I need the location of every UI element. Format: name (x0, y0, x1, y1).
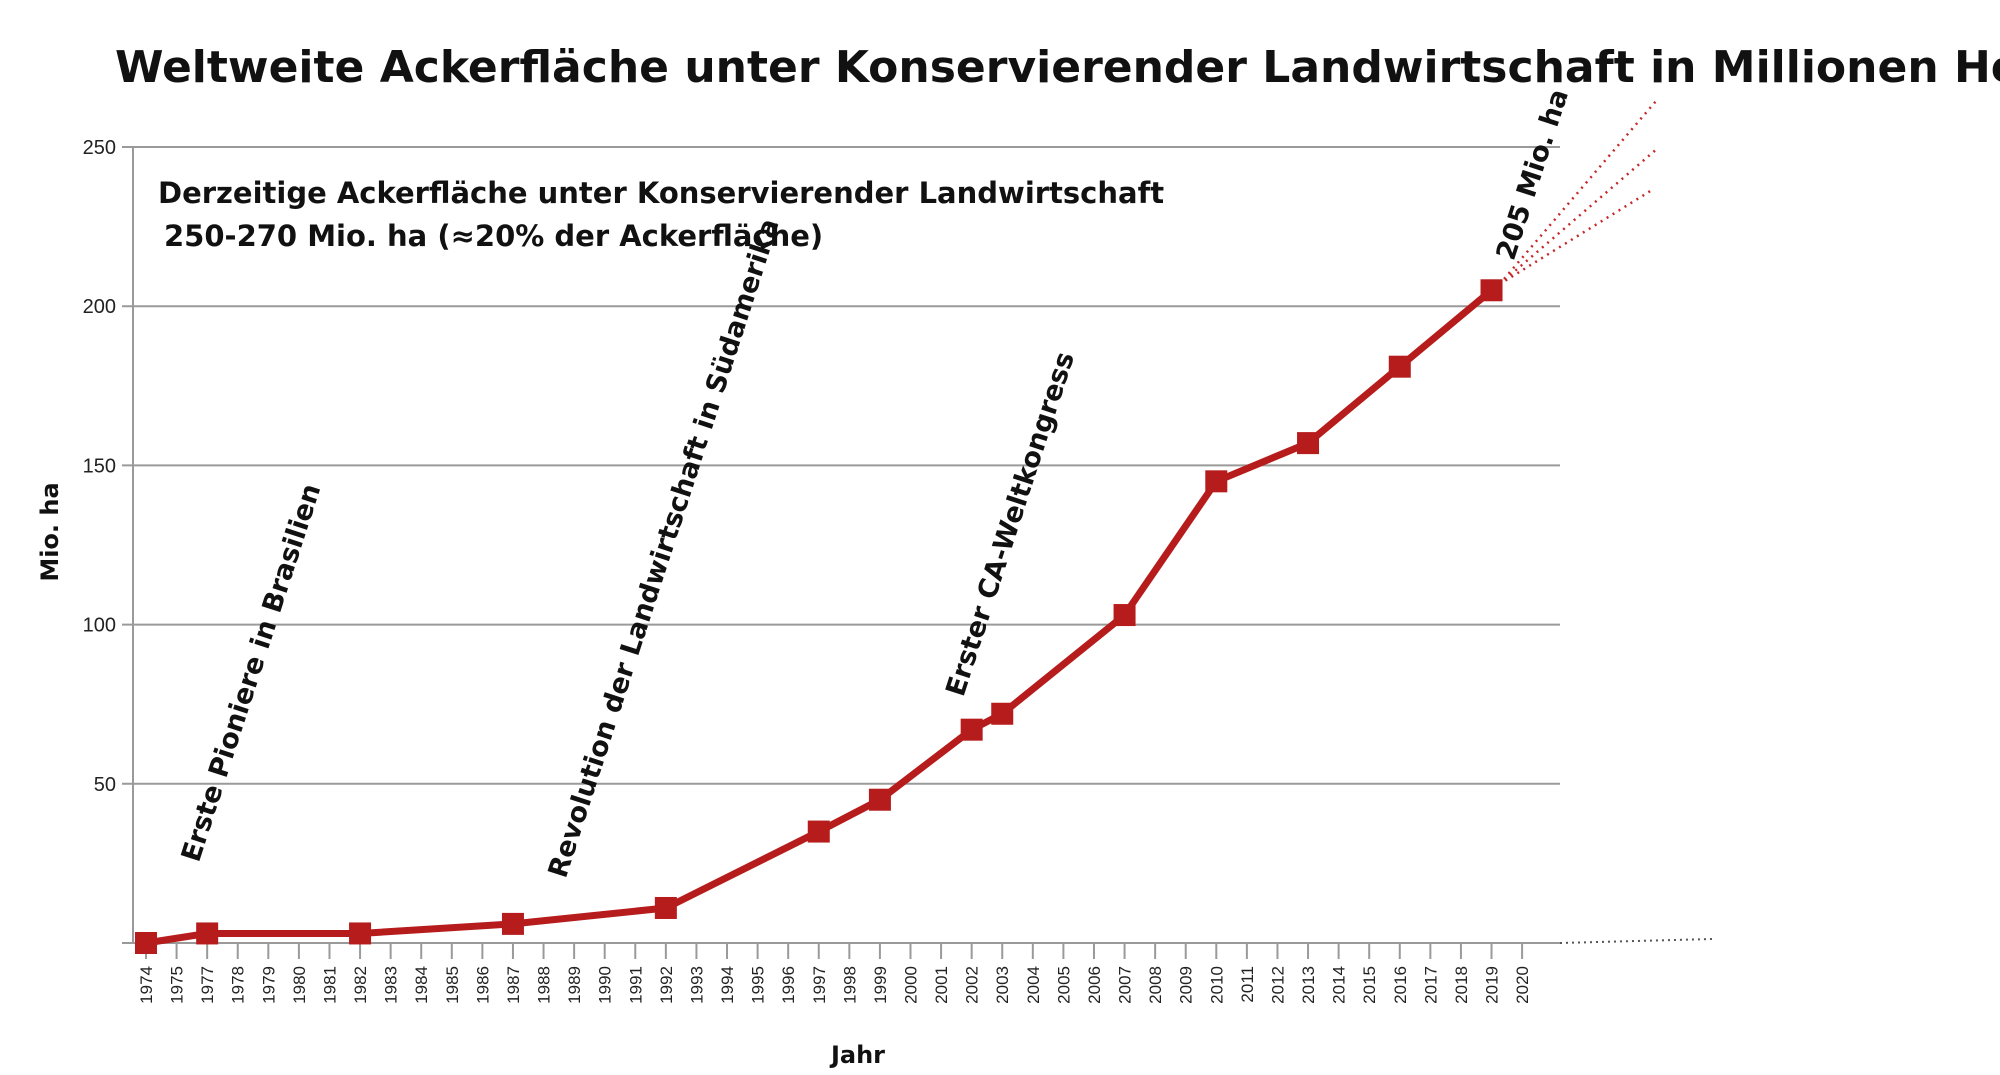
data-point-1997 (807, 820, 830, 843)
y-axis-label: Mio. ha (36, 482, 64, 581)
x-tick-label-1985: 1985 (443, 966, 462, 1004)
x-tick-label-1987: 1987 (504, 966, 523, 1004)
x-tick-label-1996: 1996 (779, 966, 798, 1004)
data-point-2016 (1388, 355, 1411, 378)
x-tick-label-2008: 2008 (1146, 966, 1165, 1004)
data-point-2010 (1205, 470, 1228, 493)
x-tick-label-2006: 2006 (1085, 966, 1104, 1004)
x-tick-label-1992: 1992 (657, 966, 676, 1004)
annotation-3: Erster CA-Weltkongress (940, 348, 1081, 700)
x-tick-label-1979: 1979 (259, 966, 278, 1004)
x-tick-label-2005: 2005 (1054, 966, 1073, 1004)
data-point-2007 (1113, 604, 1136, 627)
chart-title: Weltweite Ackerfläche unter Konservieren… (115, 42, 2000, 93)
x-axis-label: Jahr (829, 1041, 885, 1069)
x-tick-label-1978: 1978 (229, 966, 248, 1004)
x-tick-label-2020: 2020 (1513, 966, 1532, 1004)
series-line (145, 287, 1494, 947)
x-tick-label-1984: 1984 (412, 966, 431, 1004)
x-tick-label-1997: 1997 (810, 966, 829, 1004)
x-tick-label-2002: 2002 (963, 966, 982, 1004)
x-tick-label-1994: 1994 (718, 966, 737, 1004)
x-tick-label-1982: 1982 (351, 966, 370, 1004)
series-group (135, 279, 1503, 954)
projection-line-1 (1498, 100, 1657, 286)
x-tick-label-2016: 2016 (1391, 966, 1410, 1004)
x-tick-label-1991: 1991 (626, 966, 645, 1004)
x-tick-label-1990: 1990 (596, 966, 615, 1004)
x-axis-ticks: 1974 1975 1977 1978 1979 1980 1981 1982 1983 1984… (137, 943, 1532, 1004)
x-tick-label-2017: 2017 (1421, 966, 1440, 1004)
data-point-1982 (349, 922, 372, 945)
x-tick-label-2011: 2011 (1238, 966, 1257, 1003)
x-tick-label-1977: 1977 (198, 966, 217, 1004)
x-tick-label-2012: 2012 (1268, 966, 1287, 1004)
x-tick-label-2004: 2004 (1024, 966, 1043, 1004)
x-tick-label-1989: 1989 (565, 966, 584, 1004)
data-point-1987 (501, 912, 524, 935)
data-point-2002 (960, 718, 983, 741)
x-tick-label-2018: 2018 (1452, 966, 1471, 1004)
data-point-2019 (1480, 279, 1503, 302)
x-tick-label-1993: 1993 (687, 966, 706, 1004)
x-tick-label-1980: 1980 (290, 966, 309, 1004)
data-point-1977 (196, 922, 219, 945)
x-tick-label-1998: 1998 (840, 966, 859, 1004)
x-tick-label-1983: 1983 (382, 966, 401, 1004)
data-point-1999 (868, 788, 891, 811)
x-tick-label-2014: 2014 (1330, 966, 1349, 1004)
x-tick-label-1974: 1974 (137, 966, 156, 1004)
data-point-1992 (654, 896, 677, 919)
x-tick-label-1975: 1975 (168, 966, 187, 1004)
x-tick-label-2013: 2013 (1299, 966, 1318, 1004)
x-tick-label-2001: 2001 (932, 966, 951, 1004)
x-tick-label-1995: 1995 (749, 966, 768, 1004)
annotation-1: Erste Pioniere in Brasilien (176, 480, 328, 865)
x-tick-label-2000: 2000 (902, 966, 921, 1004)
y-axis-ticks: 50 100 150 200 250 (83, 137, 116, 796)
y-tick-label-150: 150 (83, 455, 116, 477)
baseline-extension (1559, 938, 1713, 944)
y-tick-label-50: 50 (94, 774, 116, 796)
x-tick-label-1988: 1988 (535, 966, 554, 1004)
x-tick-label-1981: 1981 (320, 966, 339, 1004)
data-point-1974 (135, 932, 157, 954)
chart-subtitle-line-2: 250-270 Mio. ha (≈20% der Ackerfläche) (164, 219, 823, 253)
y-tick-label-200: 200 (83, 296, 116, 318)
x-tick-label-2003: 2003 (993, 966, 1012, 1004)
data-point-2013 (1297, 432, 1320, 455)
annotation-4: 205 Mio. ha (1491, 85, 1575, 263)
x-tick-label-2009: 2009 (1177, 966, 1196, 1004)
x-tick-label-2019: 2019 (1483, 966, 1502, 1004)
y-tick-label-250: 250 (83, 137, 116, 159)
chart-subtitle-line-1: Derzeitige Ackerfläche unter Konserviere… (158, 176, 1164, 210)
projection-line-3 (1498, 188, 1653, 286)
y-tick-label-100: 100 (83, 615, 116, 637)
x-tick-label-1999: 1999 (871, 966, 890, 1004)
x-tick-label-2010: 2010 (1207, 966, 1226, 1004)
projection-lines (1498, 100, 1659, 286)
data-point-2003 (991, 702, 1014, 725)
annotation-2: Revolution der Landwirtschaft in Südamer… (543, 215, 786, 881)
x-tick-label-2007: 2007 (1116, 966, 1135, 1004)
x-tick-label-2015: 2015 (1360, 966, 1379, 1004)
gridlines (122, 146, 1713, 944)
x-tick-label-1986: 1986 (473, 966, 492, 1004)
